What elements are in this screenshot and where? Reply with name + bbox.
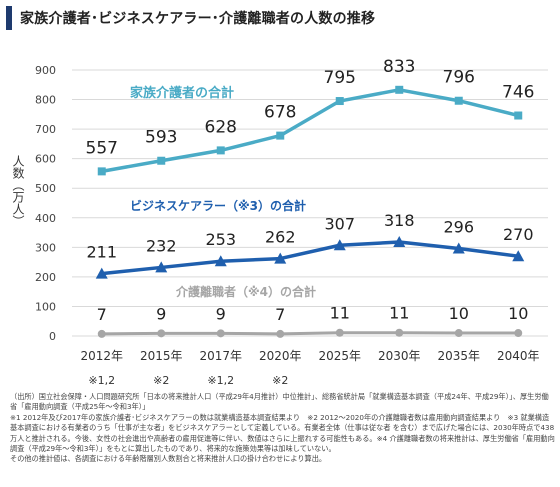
series-line-3 <box>101 331 519 336</box>
data-point-marker <box>276 329 285 338</box>
data-label: 557 <box>86 138 118 158</box>
data-label: 678 <box>264 103 296 123</box>
y-tick-label: 200 <box>35 271 56 284</box>
chart-title: 家族介護者･ビジネスケアラー･介護離職者の人数の推移 <box>20 11 376 27</box>
data-label: 211 <box>86 243 117 262</box>
data-label: 253 <box>205 230 236 249</box>
data-label: 746 <box>502 83 534 103</box>
data-label: 9 <box>156 304 166 323</box>
data-label: 10 <box>508 304 528 323</box>
note-definitions: ※1 2012年及び2017年の家族介護者･ビジネスケアラーの数は就業構造基本調… <box>10 412 555 454</box>
y-tick-label: 0 <box>49 330 56 343</box>
data-point-marker <box>335 328 344 337</box>
data-point-marker <box>514 329 523 338</box>
data-label: 795 <box>324 68 356 88</box>
data-label: 232 <box>146 236 177 255</box>
series-name-label: 家族介護者の合計 <box>130 85 234 101</box>
data-point-marker <box>276 131 285 140</box>
data-point-marker <box>216 329 225 338</box>
x-tick-label: 2030年 <box>378 349 421 363</box>
data-point-marker <box>452 242 465 254</box>
data-point-marker <box>333 239 346 251</box>
x-tick-label: 2017年 <box>199 349 242 363</box>
series-name-label: ビジネスケアラー（※3）の合計 <box>130 198 306 213</box>
data-point-marker <box>454 329 463 338</box>
y-tick-label: 400 <box>35 212 56 225</box>
y-tick-label: 300 <box>35 241 56 254</box>
data-point-marker <box>514 111 523 120</box>
x-tick-label: 2020年 <box>259 349 302 363</box>
data-label: 10 <box>449 304 469 323</box>
y-tick-label: 900 <box>35 64 56 77</box>
data-label: 11 <box>389 304 409 323</box>
x-tick-label: 2025年 <box>318 349 361 363</box>
data-label: 11 <box>330 304 350 323</box>
x-tick-label: 2015年 <box>140 349 183 363</box>
x-tick-label: 2035年 <box>437 349 480 363</box>
x-tick-note: ※2 <box>153 374 169 387</box>
data-label: 270 <box>503 225 534 244</box>
data-point-marker <box>454 96 463 105</box>
data-point-marker <box>155 261 168 273</box>
data-point-marker <box>214 255 227 267</box>
data-label: 7 <box>97 305 107 324</box>
x-tick-note: ※1,2 <box>88 374 115 387</box>
data-point-marker <box>157 156 166 165</box>
data-point-marker <box>95 267 108 279</box>
data-point-marker <box>216 146 225 155</box>
data-point-marker <box>274 252 287 264</box>
note-method: その他の推計値は、各調査における年齢階層別人数割合と将来推計人口の掛け合わせによ… <box>10 454 327 464</box>
note-source: （出所）国立社会保障・人口問題研究所「日本の将来推計人口（平成29年4月推計）中… <box>10 392 549 412</box>
line-chart: 0 100 200 300 400 500 600 700 800 900 人数（万人） 2012年 ※… <box>11 57 548 387</box>
data-label: 318 <box>384 211 415 230</box>
data-label: 307 <box>324 214 355 233</box>
y-tick-label: 800 <box>35 94 56 107</box>
data-label: 296 <box>443 218 474 237</box>
series-line-2 <box>101 240 519 276</box>
data-label: 593 <box>145 128 177 148</box>
data-label: 628 <box>205 117 237 137</box>
x-tick-note: ※1,2 <box>207 374 234 387</box>
data-point-marker <box>512 250 525 262</box>
x-tick-label: 2012年 <box>80 349 123 363</box>
data-label: 9 <box>216 304 226 323</box>
data-label: 7 <box>275 305 285 324</box>
y-tick-label: 500 <box>35 182 56 195</box>
data-point-marker <box>395 328 404 337</box>
data-point-marker <box>395 85 404 94</box>
x-tick-note: ※2 <box>272 374 288 387</box>
y-tick-label: 600 <box>35 153 56 166</box>
title-accent-bar <box>6 6 12 30</box>
data-point-marker <box>97 167 106 176</box>
series-line-1 <box>101 88 519 174</box>
data-label: 796 <box>443 68 475 88</box>
data-point-marker <box>335 97 344 106</box>
data-point-marker <box>157 329 166 338</box>
source-notes: （出所）国立社会保障・人口問題研究所「日本の将来推計人口（平成29年4月推計）中… <box>10 392 555 465</box>
data-point-marker <box>97 329 106 338</box>
series-name-label: 介護離職者（※4）の合計 <box>175 284 316 299</box>
data-point-marker <box>393 236 406 248</box>
y-tick-label: 700 <box>35 123 56 136</box>
y-axis-label: 人数（万人） <box>11 155 25 227</box>
data-label: 833 <box>383 57 415 77</box>
y-tick-label: 100 <box>35 300 56 313</box>
x-tick-label: 2040年 <box>497 349 540 363</box>
data-label: 262 <box>265 228 296 247</box>
